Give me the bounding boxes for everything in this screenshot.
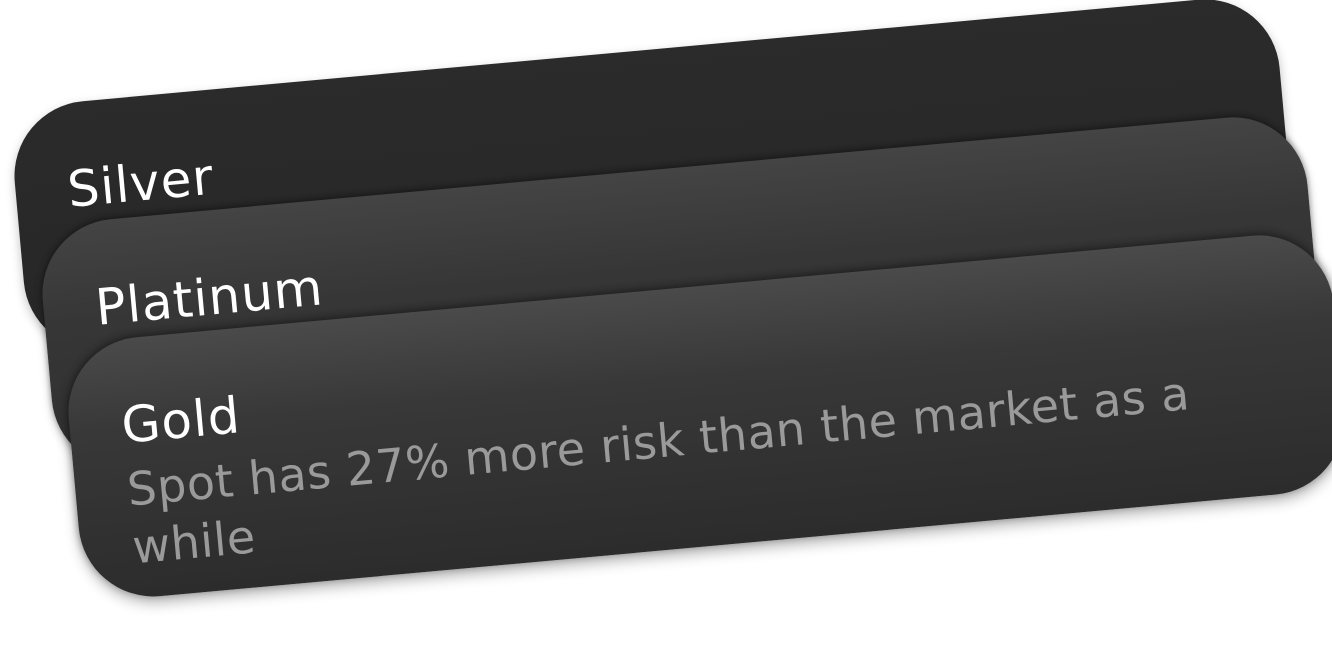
card-title-silver: Silver — [65, 147, 217, 219]
card-description-gold: Spot has 27% more risk than the market a… — [125, 366, 1192, 575]
card-title-gold: Gold — [119, 386, 243, 455]
